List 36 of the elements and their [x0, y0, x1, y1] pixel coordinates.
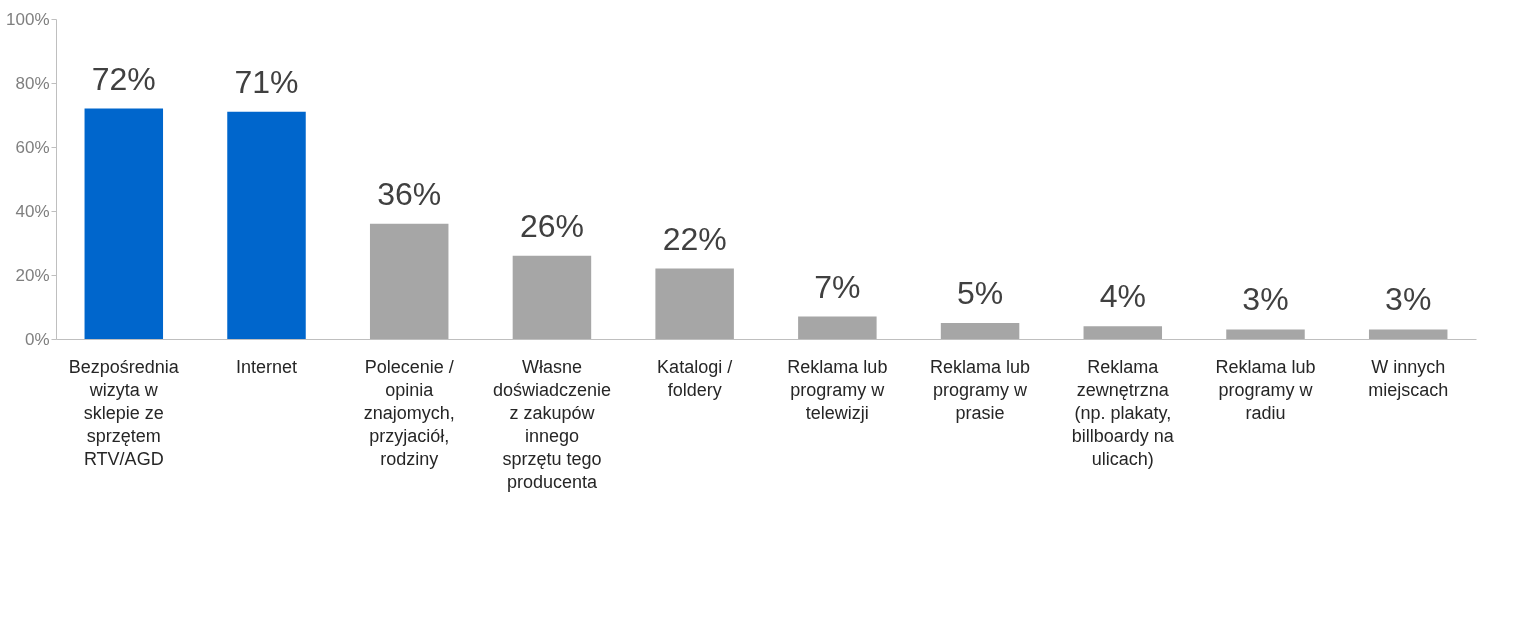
x-tick-label: Reklama lub programy w prasie	[930, 357, 1031, 423]
y-tick-label: 60%	[15, 137, 50, 157]
x-tick-label: Katalogi / foldery	[657, 357, 733, 400]
bar	[369, 223, 449, 339]
data-label: 26%	[519, 207, 584, 244]
x-tick-label: Własne doświadczenie z zakupów innego sprzętu tego producenta	[492, 357, 611, 492]
data-label: 4%	[1099, 278, 1146, 315]
data-label: 36%	[377, 175, 442, 212]
bar	[227, 111, 306, 339]
bar	[512, 255, 592, 339]
data-label: 3%	[1385, 281, 1432, 318]
data-label: 72%	[91, 60, 156, 97]
data-label: 7%	[814, 268, 861, 305]
bar	[798, 316, 877, 339]
bar	[655, 268, 734, 339]
y-tick-label: 100%	[6, 9, 50, 29]
y-tick-label: 0%	[24, 329, 50, 349]
x-tick-label: Polecenie / opinia znajomych, przyjaciół, rodziny	[363, 357, 455, 469]
x-tick-label: Bezpośrednia wizyta w sklepie ze sprzętem RTV/AGD	[68, 357, 180, 469]
bar	[84, 108, 164, 339]
y-tick-label: 20%	[15, 265, 50, 285]
y-tick-label: 80%	[15, 73, 50, 93]
data-label: 22%	[662, 220, 727, 257]
x-tick-label: Reklama lub programy w radiu	[1215, 357, 1316, 423]
bar	[1226, 329, 1305, 339]
bar	[1083, 326, 1163, 339]
data-label: 5%	[956, 275, 1004, 311]
data-label: 3%	[1242, 281, 1289, 318]
x-tick-label: Reklama zewnętrzna (np. plakaty, billboardy na ulicach)	[1071, 357, 1175, 469]
x-tick-label: Internet	[235, 357, 298, 377]
x-tick-label: W innych miejscach	[1368, 357, 1449, 400]
x-tick-label: Reklama lub programy w telewizji	[787, 357, 888, 423]
bar	[1368, 329, 1448, 339]
data-label: 71%	[234, 63, 299, 100]
bar	[940, 323, 1020, 339]
y-tick-label: 40%	[15, 201, 50, 221]
